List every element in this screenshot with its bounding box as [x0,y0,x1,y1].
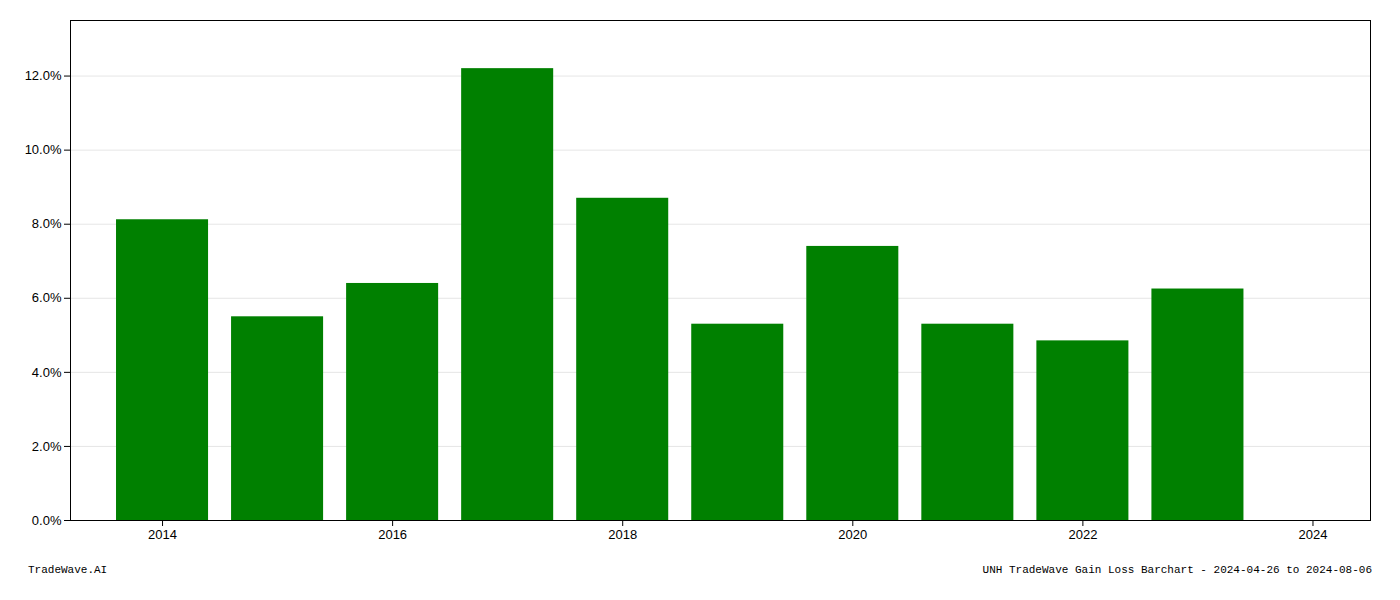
svg-text:4.0%: 4.0% [32,365,62,380]
svg-text:2018: 2018 [608,527,637,542]
svg-text:10.0%: 10.0% [25,142,62,157]
html-text:UNH TradeWave Gain Loss Barcha: UNH TradeWave Gain Loss Barchart - 2024-… [982,564,1372,576]
html-text:TradeWave.AI: TradeWave.AI [28,564,108,576]
svg-text:2020: 2020 [838,527,867,542]
svg-text:6.0%: 6.0% [32,290,62,305]
svg-text:12.0%: 12.0% [25,68,62,83]
svg-text:2.0%: 2.0% [32,439,62,454]
svg-text:0.0%: 0.0% [32,513,62,528]
svg-text:2022: 2022 [1068,527,1097,542]
svg-text:8.0%: 8.0% [32,216,62,231]
svg-text:2024: 2024 [1299,527,1328,542]
svg-text:2016: 2016 [378,527,407,542]
svg-text:2014: 2014 [148,527,177,542]
